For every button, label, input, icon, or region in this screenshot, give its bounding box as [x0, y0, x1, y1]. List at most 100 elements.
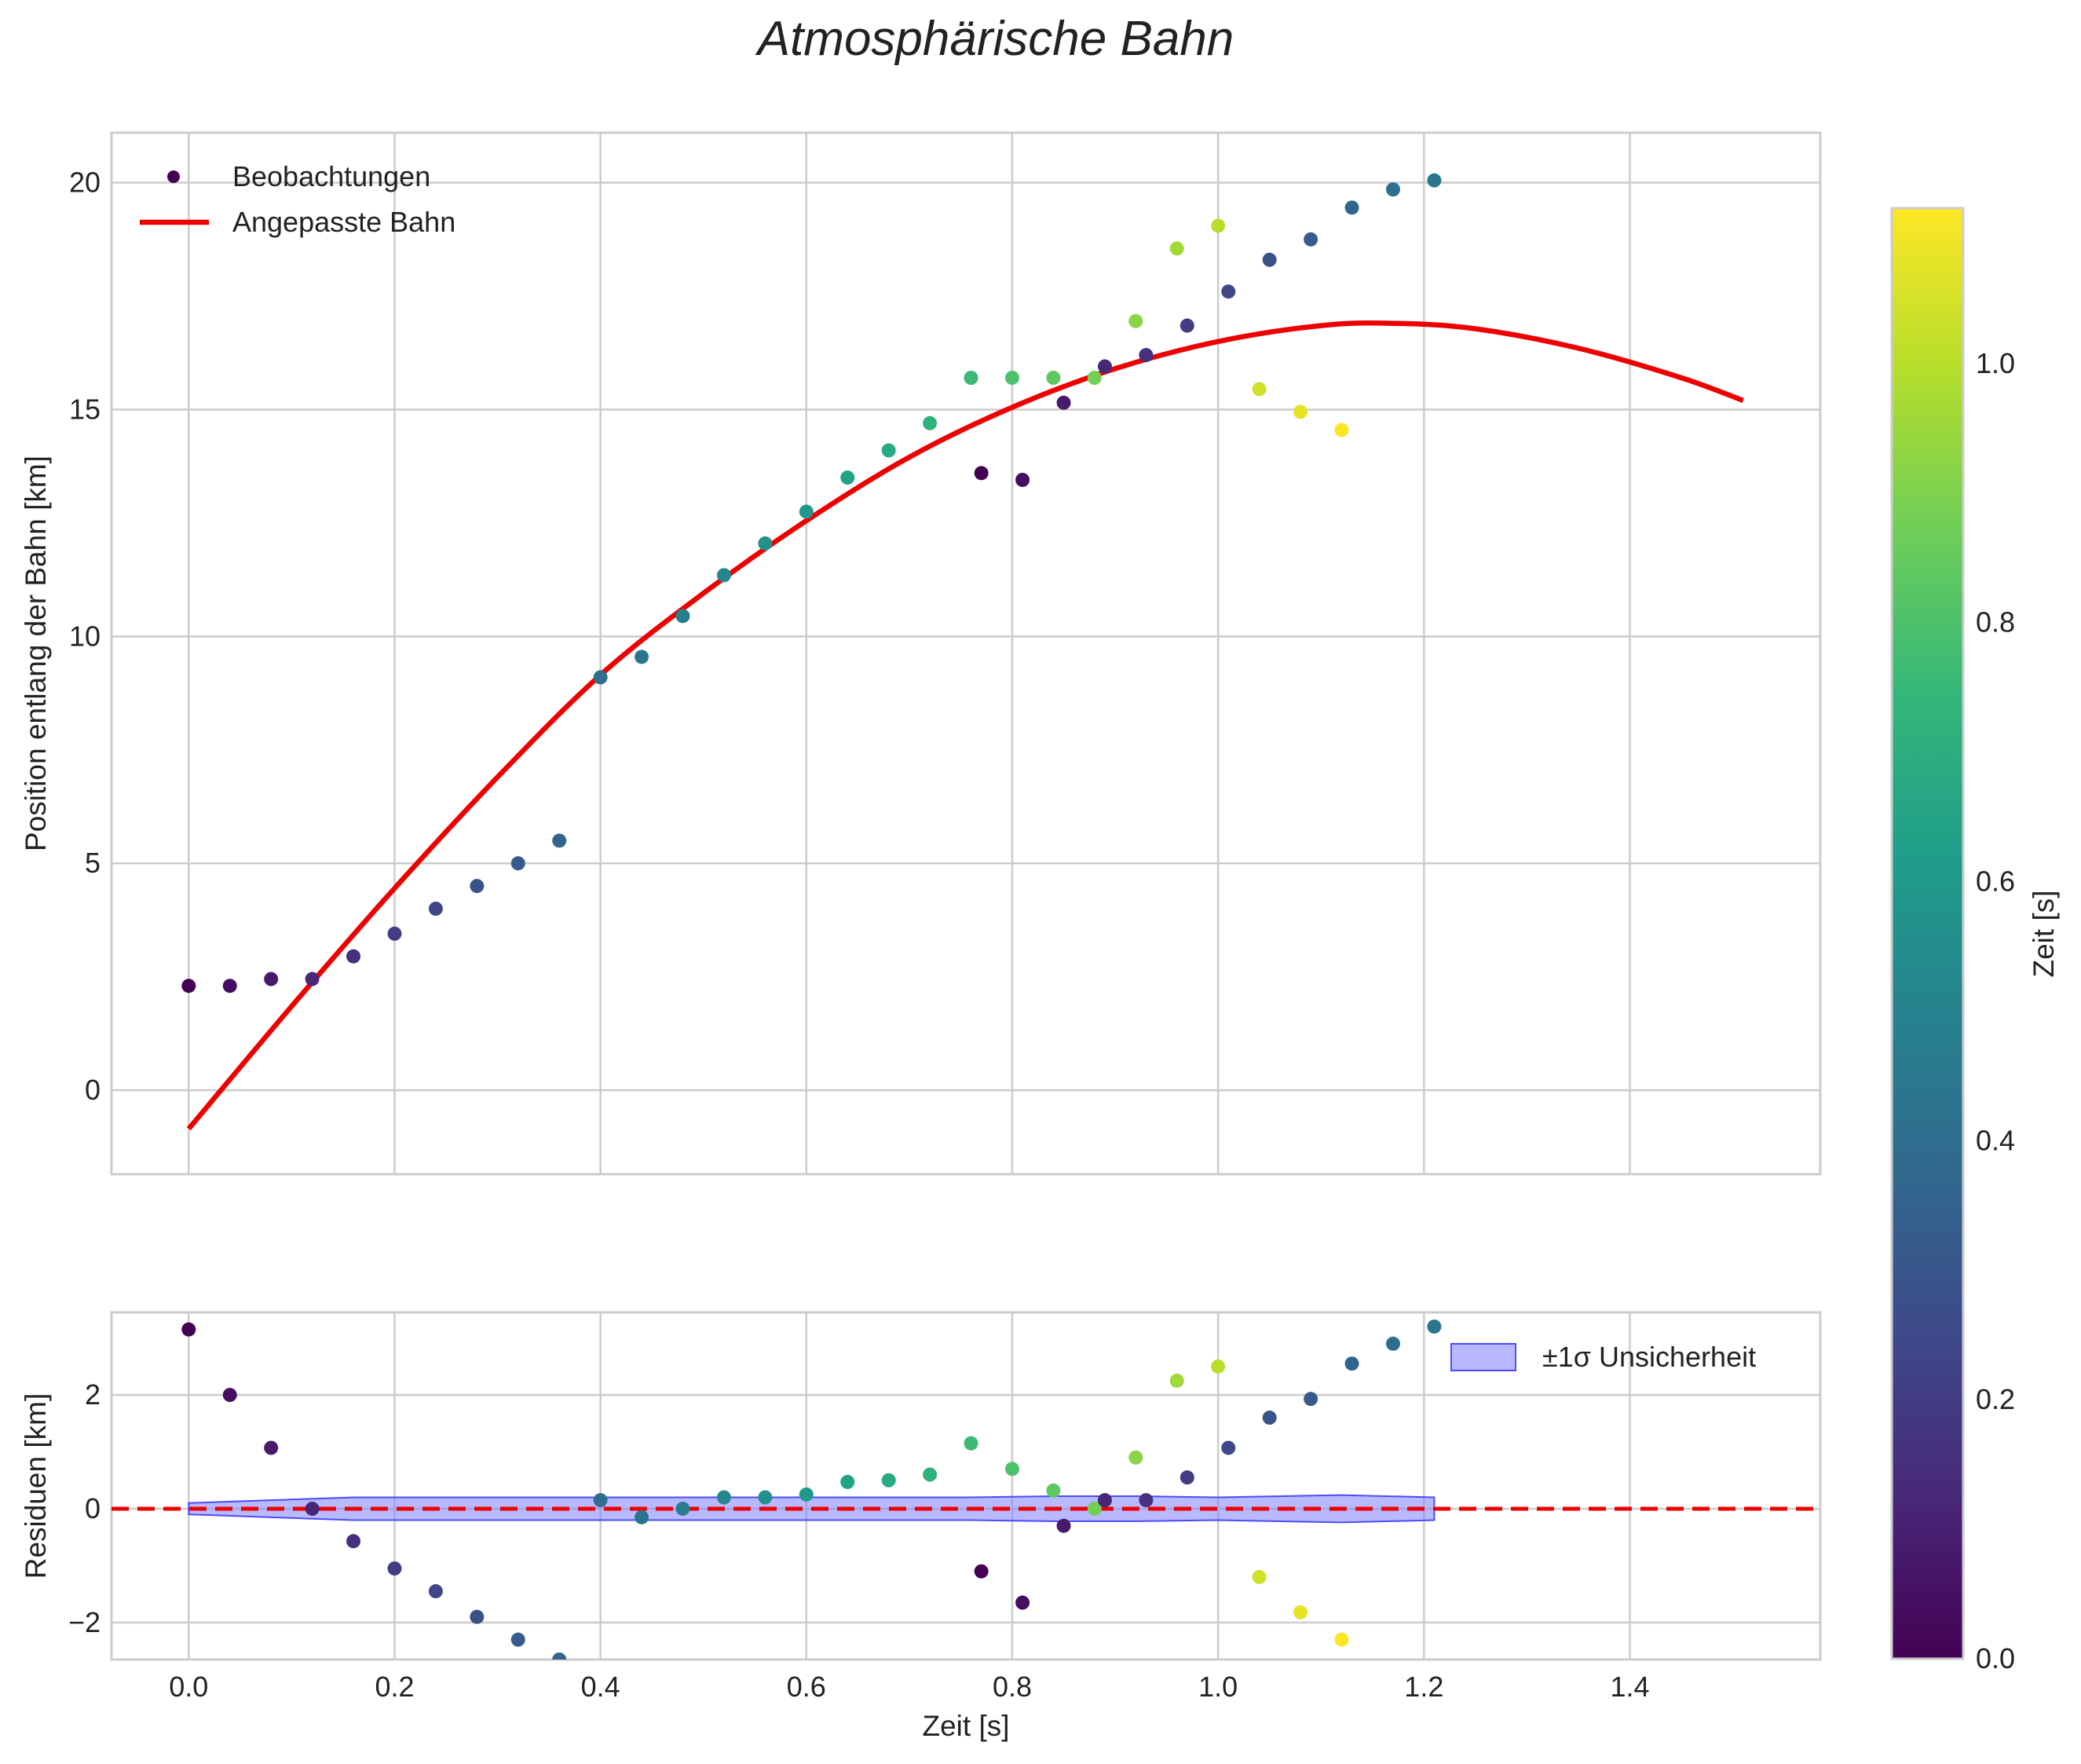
observation-point: [758, 536, 773, 551]
residual-point: [1056, 1518, 1071, 1533]
observation-point: [923, 415, 938, 430]
observation-point: [1179, 318, 1194, 333]
colorbar: 0.0 0.2 0.4 0.6 0.8 1.0 Zeit [s]: [1890, 207, 2060, 1674]
fit-curve: [186, 320, 1744, 1131]
bottom-x-ticks: 0.0 0.2 0.4 0.6 0.8 1.0 1.2 1.4: [169, 1671, 1649, 1703]
bottom-y-axis-label: Residuen [km]: [20, 1393, 52, 1579]
top-y-tick-label: 10: [69, 620, 101, 652]
x-tick-label: 0.8: [993, 1671, 1032, 1703]
residual-point: [974, 1564, 989, 1579]
observation-point: [264, 972, 279, 986]
x-axis-label: Zeit [s]: [922, 1710, 1009, 1742]
x-tick-label: 0.4: [581, 1671, 620, 1703]
observation-point: [1211, 218, 1226, 233]
observation-point: [1344, 200, 1359, 215]
residual-point: [799, 1487, 814, 1502]
x-tick-label: 0.2: [375, 1671, 414, 1703]
bottom-legend: ±1σ Unsicherheit: [1450, 1341, 1756, 1373]
residual-point: [1128, 1450, 1143, 1465]
residual-point: [675, 1501, 690, 1516]
bottom-plot-area: [110, 1311, 1822, 1661]
x-tick-label: 0.6: [787, 1671, 826, 1703]
observation-point: [1128, 313, 1143, 328]
residual-points: [181, 1319, 1442, 1660]
residual-point: [1087, 1501, 1102, 1516]
legend-observation-marker: [167, 170, 180, 183]
observation-point: [635, 650, 649, 664]
top-y-tick-label: 15: [69, 393, 101, 425]
observation-point: [305, 972, 320, 986]
bottom-y-ticks: −2 0 2: [68, 1378, 101, 1638]
observation-point: [675, 609, 690, 624]
observation-point: [1386, 182, 1400, 197]
bottom-panel: −2 0 2 0.0 0.2 0.4 0.6 0.8 1.0 1.2 1.4 Residuen […: [20, 1311, 1822, 1742]
top-grid: [112, 133, 1820, 1174]
observation-point: [593, 670, 608, 685]
legend-observation-label: Beobachtungen: [232, 160, 430, 192]
observation-point: [1304, 232, 1318, 247]
observation-point: [387, 926, 402, 941]
chart-title: Atmosphärische Bahn: [755, 12, 1234, 66]
residual-point: [1097, 1493, 1112, 1508]
residual-point: [923, 1467, 938, 1482]
observation-point: [470, 879, 485, 894]
residual-point: [222, 1388, 237, 1403]
x-tick-label: 1.0: [1198, 1671, 1238, 1703]
residual-point: [1179, 1470, 1194, 1485]
observation-point: [1334, 423, 1349, 437]
colorbar-tick-label: 1.0: [1976, 347, 2015, 379]
residual-point: [264, 1440, 279, 1455]
colorbar-tick-label: 0.6: [1976, 866, 2015, 898]
residual-point: [758, 1490, 773, 1505]
observation-point: [1262, 252, 1277, 267]
residual-point: [1344, 1356, 1359, 1371]
residual-point: [593, 1493, 608, 1508]
residual-point: [181, 1322, 196, 1337]
x-tick-label: 1.4: [1610, 1671, 1649, 1703]
residual-point: [881, 1473, 896, 1488]
observation-point: [1169, 241, 1184, 256]
residual-point: [305, 1501, 320, 1516]
legend-band-label: ±1σ Unsicherheit: [1542, 1341, 1756, 1373]
residual-point: [1262, 1411, 1277, 1425]
observation-point: [346, 949, 361, 964]
bottom-y-tick-label: 0: [85, 1492, 101, 1524]
observation-point: [181, 979, 196, 994]
top-legend: Beobachtungen Angepasste Bahn: [140, 160, 455, 238]
top-y-tick-label: 20: [69, 167, 101, 199]
observation-point: [222, 979, 237, 994]
observation-point: [716, 568, 731, 583]
observation-point: [974, 466, 989, 481]
residual-point: [635, 1510, 649, 1524]
residual-point: [470, 1609, 485, 1624]
colorbar-tick-label: 0.4: [1976, 1124, 2015, 1156]
colorbar-ticks: 0.0 0.2 0.4 0.6 0.8 1.0: [1976, 347, 2015, 1674]
residual-point: [428, 1584, 443, 1599]
residual-point: [1293, 1605, 1308, 1619]
residual-point: [1304, 1392, 1318, 1407]
observation-point: [964, 371, 978, 385]
top-y-axis-label: Position entlang der Bahn [km]: [20, 456, 52, 851]
residual-point: [552, 1652, 567, 1660]
top-plot-area: [110, 131, 1822, 1176]
bottom-y-tick-label: −2: [68, 1606, 101, 1638]
observation-point: [1056, 395, 1071, 410]
residual-point: [716, 1490, 731, 1505]
residual-point: [1015, 1595, 1030, 1610]
observation-point: [840, 470, 855, 485]
observation-point: [1221, 284, 1236, 299]
residual-point: [1211, 1359, 1226, 1374]
residual-point: [510, 1632, 525, 1647]
x-tick-label: 0.0: [169, 1671, 208, 1703]
legend-band-swatch: [1450, 1343, 1516, 1371]
residual-point: [1334, 1632, 1349, 1647]
residual-point: [346, 1534, 361, 1549]
residual-point: [1427, 1319, 1442, 1334]
observation-point: [1097, 359, 1112, 374]
residual-point: [1139, 1493, 1154, 1508]
observation-point: [510, 856, 525, 871]
residual-point: [1004, 1462, 1019, 1477]
observation-points: [181, 173, 1442, 994]
observation-point: [1087, 371, 1102, 385]
